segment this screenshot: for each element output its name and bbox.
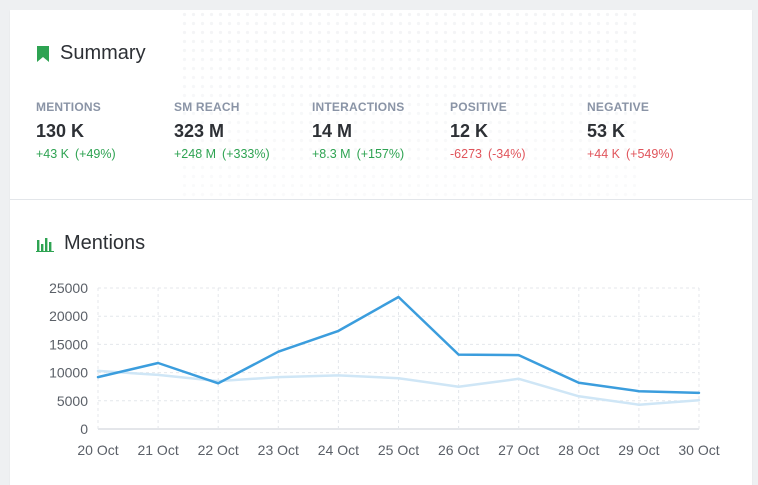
mentions-header: Mentions [36, 232, 145, 255]
metric-value: 323 M [174, 121, 225, 141]
metric-label: MENTIONS [36, 100, 101, 114]
summary-card: Summary MENTIONS 130 K +43 K (+49%) SM RE… [10, 10, 752, 485]
x-tick-label: 27 Oct [498, 442, 539, 458]
metric-negative[interactable]: NEGATIVE 53 K +44 K (+549%) [587, 100, 674, 161]
metric-value: 12 K [450, 121, 489, 141]
mentions-title: Mentions [64, 232, 146, 254]
y-tick-label: 0 [80, 421, 88, 437]
section-divider [10, 199, 752, 200]
metric-change: +44 K (+549%) [587, 147, 674, 161]
metric-percent: (+333%) [222, 147, 270, 161]
metric-label: POSITIVE [450, 100, 507, 114]
mentions-line-chart: 0 5000 10000 15000 20000 25000 20 Oct 21 Oct 22 … [49, 280, 720, 458]
y-tick-label: 5000 [57, 393, 88, 409]
x-tick-label: 21 Oct [137, 442, 178, 458]
bookmark-icon [37, 45, 49, 62]
metric-delta: +248 M [174, 147, 217, 161]
metric-value: 14 M [312, 121, 353, 141]
metric-label: INTERACTIONS [312, 100, 405, 114]
metric-sm-reach[interactable]: SM REACH 323 M +248 M (+333%) [174, 100, 270, 161]
metric-value: 53 K [587, 121, 626, 141]
summary-header: Summary [36, 42, 146, 65]
metric-delta: +43 K [36, 147, 70, 161]
summary-title: Summary [60, 42, 146, 64]
metric-label: SM REACH [174, 100, 240, 114]
x-tick-label: 25 Oct [378, 442, 419, 458]
bar-chart-icon [36, 237, 54, 252]
metric-change: +8.3 M (+157%) [312, 147, 404, 161]
y-tick-label: 15000 [49, 336, 88, 352]
metric-change: +248 M (+333%) [174, 147, 270, 161]
metric-percent: (+549%) [626, 147, 674, 161]
x-tick-label: 30 Oct [678, 442, 719, 458]
series-line-previous [96, 369, 701, 406]
metric-change: +43 K (+49%) [36, 147, 116, 161]
x-tick-label: 20 Oct [77, 442, 118, 458]
metric-percent: (+157%) [356, 147, 405, 161]
x-tick-label: 23 Oct [258, 442, 299, 458]
x-tick-label: 26 Oct [438, 442, 479, 458]
y-tick-label: 20000 [49, 308, 88, 324]
metric-interactions[interactable]: INTERACTIONS 14 M +8.3 M (+157%) [312, 100, 404, 161]
x-tick-label: 22 Oct [198, 442, 239, 458]
metric-delta: +44 K [587, 147, 621, 161]
x-tick-label: 24 Oct [318, 442, 359, 458]
metric-change: -6273 (-34%) [450, 147, 526, 161]
metric-percent: (+49%) [75, 147, 116, 161]
metric-value: 130 K [36, 121, 85, 141]
metric-mentions[interactable]: MENTIONS 130 K +43 K (+49%) [36, 100, 116, 161]
metric-label: NEGATIVE [587, 100, 650, 114]
metric-positive[interactable]: POSITIVE 12 K -6273 (-34%) [450, 100, 526, 161]
series-line-current [96, 295, 701, 395]
y-tick-label: 25000 [49, 280, 88, 296]
metric-percent: (-34%) [487, 147, 526, 161]
y-tick-label: 10000 [49, 365, 88, 381]
metric-delta: -6273 [450, 147, 482, 161]
metric-delta: +8.3 M [312, 147, 351, 161]
x-tick-label: 29 Oct [618, 442, 659, 458]
x-tick-label: 28 Oct [558, 442, 599, 458]
